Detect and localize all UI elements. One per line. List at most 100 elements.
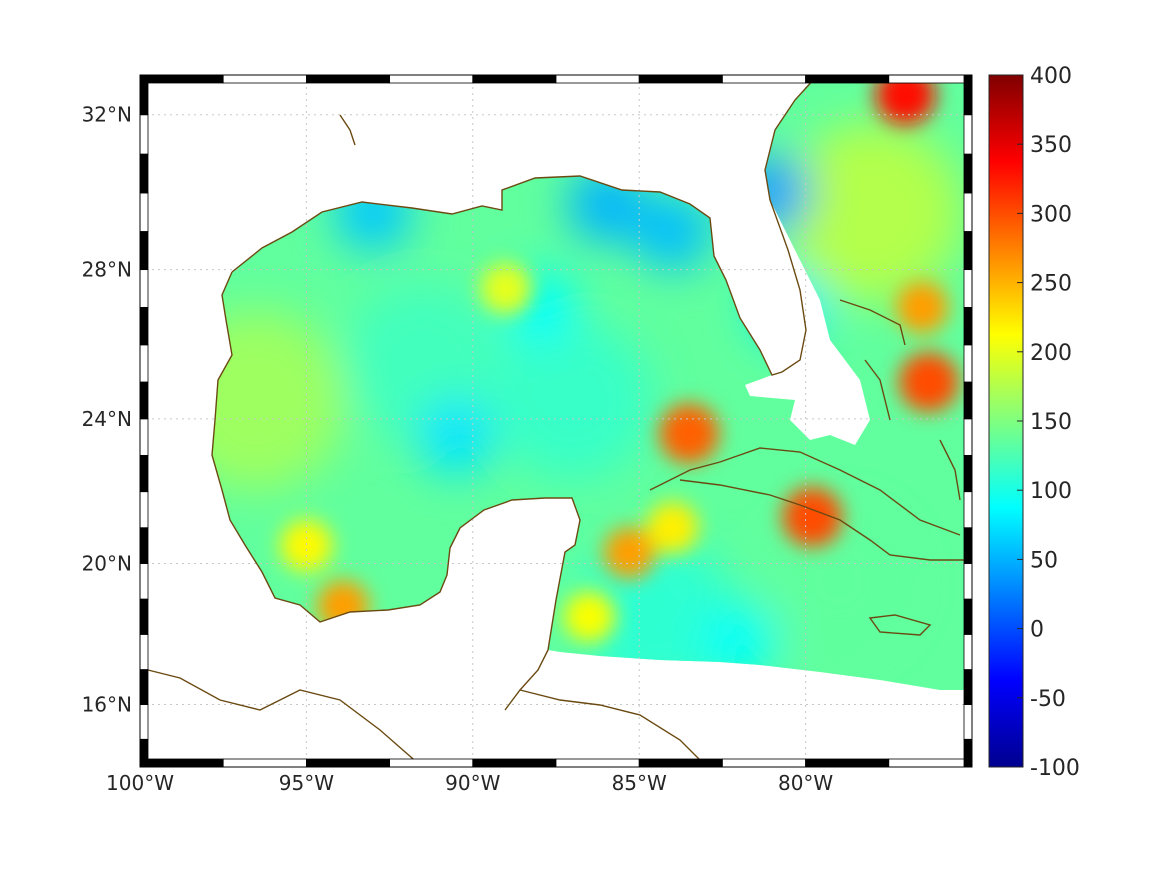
longitude-tick-label: 90°W xyxy=(445,771,500,795)
frame-segment xyxy=(139,231,149,271)
frame-segment xyxy=(963,74,973,116)
frame-segment xyxy=(305,758,390,768)
frame-segment xyxy=(963,381,973,420)
frame-segment xyxy=(638,758,723,768)
frame-segment xyxy=(722,74,807,84)
field-high-value xyxy=(898,352,959,413)
frame-segment xyxy=(139,153,149,194)
frame-segment xyxy=(222,758,307,768)
frame-segment xyxy=(139,114,149,155)
field-high-value xyxy=(875,80,936,125)
field-high-value xyxy=(896,281,949,334)
frame-segment xyxy=(963,633,973,670)
colorbar-tick-label: 50 xyxy=(1030,548,1058,573)
frame-segment xyxy=(963,598,973,635)
frame-segment xyxy=(963,153,973,194)
colorbar-tick-label: -50 xyxy=(1030,687,1066,712)
frame-segment xyxy=(139,738,149,768)
frame-segment xyxy=(472,74,557,84)
frame-segment xyxy=(963,491,973,529)
frame-segment xyxy=(139,344,149,383)
latitude-tick-label: 20°N xyxy=(82,551,132,575)
frame-segment xyxy=(963,269,973,308)
frame-segment xyxy=(963,563,973,600)
field-high-value xyxy=(646,501,699,554)
frame-segment xyxy=(305,74,390,84)
frame-segment xyxy=(888,74,973,84)
frame-segment xyxy=(805,758,890,768)
frame-segment xyxy=(139,418,149,456)
latitude-tick-label: 28°N xyxy=(82,258,132,282)
field-region xyxy=(212,310,347,491)
frame-segment xyxy=(139,563,149,600)
colorbar-tick-label: 200 xyxy=(1030,341,1072,366)
field-high-value xyxy=(659,403,720,464)
frame-segment xyxy=(389,74,474,84)
frame-segment xyxy=(139,74,149,116)
frame-segment xyxy=(139,758,224,768)
latitude-labels: 16°N 20°N 24°N 28°N 32°N xyxy=(82,103,132,717)
field-low-value xyxy=(418,399,495,476)
frame-segment xyxy=(139,527,149,564)
longitude-labels: 100°W 95°W 90°W 85°W 80°W xyxy=(106,771,833,795)
frame-segment xyxy=(963,344,973,383)
colorbar-tick-label: 0 xyxy=(1030,618,1044,643)
frame-segment xyxy=(139,704,149,740)
latitude-tick-label: 24°N xyxy=(82,407,132,431)
frame-segment xyxy=(139,491,149,529)
colorbar-ticks: 400 350 300 250 200 150 100 50 0 -50 -100 xyxy=(1017,64,1080,781)
frame-segment xyxy=(555,74,640,84)
frame-segment xyxy=(963,669,973,705)
frame-segment xyxy=(139,269,149,308)
colorbar-tick-label: -100 xyxy=(1030,756,1080,781)
field-high-value xyxy=(280,519,333,572)
frame-segment xyxy=(963,418,973,456)
field-high-value xyxy=(782,486,843,547)
field-low-value xyxy=(701,603,778,680)
colorbar-tick-label: 150 xyxy=(1030,410,1072,435)
field-region xyxy=(492,320,653,481)
frame-segment xyxy=(389,758,474,768)
colorbar: 400 350 300 250 200 150 100 50 0 -50 -100 xyxy=(988,64,1080,781)
longitude-tick-label: 100°W xyxy=(106,771,174,795)
frame-segment xyxy=(139,74,224,84)
coastlines xyxy=(139,77,970,766)
frame-segment xyxy=(963,527,973,564)
colorbar-tick-label: 400 xyxy=(1030,64,1072,89)
frame-segment xyxy=(888,758,973,768)
frame-segment xyxy=(963,738,973,768)
colorbar-tick-label: 300 xyxy=(1030,202,1072,227)
frame-segment xyxy=(722,758,807,768)
latitude-tick-label: 16°N xyxy=(82,693,132,717)
frame-segment xyxy=(139,633,149,670)
frame-segment xyxy=(638,74,723,84)
field-low-value xyxy=(634,193,711,270)
frame-segment xyxy=(139,192,149,232)
colorbar-tick-label: 250 xyxy=(1030,272,1072,297)
frame-segment xyxy=(139,307,149,346)
field-region xyxy=(782,122,963,303)
field-high-value xyxy=(563,590,616,643)
frame-outline xyxy=(139,74,973,768)
longitude-tick-label: 95°W xyxy=(279,771,334,795)
frame-segment xyxy=(963,192,973,232)
frame-segment xyxy=(963,231,973,271)
frame-segment xyxy=(472,758,557,768)
frame-segment xyxy=(139,454,149,493)
frame-segment xyxy=(963,114,973,155)
field-high-value xyxy=(603,526,656,579)
frame-segment xyxy=(139,381,149,420)
field-region xyxy=(575,536,736,690)
colorbar-tick-label: 100 xyxy=(1030,479,1072,504)
frame-segment xyxy=(222,74,307,84)
frame-segment xyxy=(139,598,149,635)
frame-segment xyxy=(963,454,973,493)
colorbar-tick-label: 350 xyxy=(1030,133,1072,158)
field-high-value xyxy=(480,262,533,315)
field-region xyxy=(768,511,909,652)
frame-segment xyxy=(963,307,973,346)
latitude-tick-label: 32°N xyxy=(82,103,132,127)
map-frame xyxy=(139,74,973,768)
frame-segment xyxy=(805,74,890,84)
